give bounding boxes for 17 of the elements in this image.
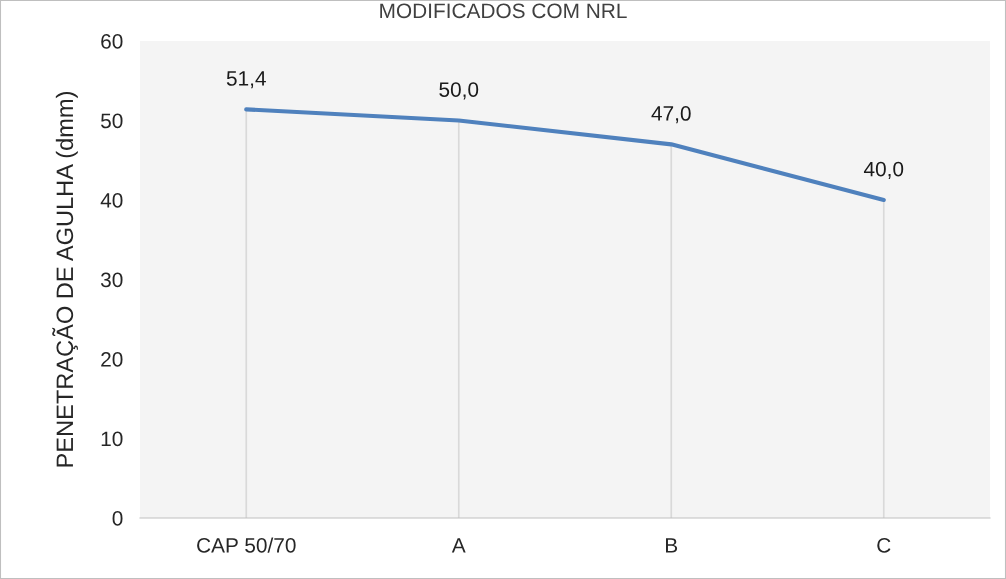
data-label: 40,0 (863, 161, 904, 179)
x-tick-label: A (451, 538, 466, 553)
x-tick-label: B (666, 538, 678, 553)
chart-title: MODIFICADOS COM NRL (380, 3, 627, 19)
y-tick-label: 20 (101, 352, 123, 367)
x-tick-label: C (877, 537, 891, 553)
y-tick-label: 0 (112, 511, 123, 526)
y-tick-label: 40 (100, 193, 123, 208)
y-tick-label: 10 (101, 431, 123, 447)
y-tick-label: 60 (101, 34, 123, 49)
y-tick-label: 50 (101, 113, 123, 129)
data-label: 47,0 (651, 106, 691, 124)
data-label: 51,4 (226, 71, 266, 89)
data-label: 50,0 (439, 82, 479, 100)
x-tick-label: CAP 50/70 (197, 537, 296, 553)
y-tick-label: 30 (100, 272, 123, 288)
y-axis-title: PENETRAÇÃO DE AGULHA (dmm) (52, 92, 78, 467)
